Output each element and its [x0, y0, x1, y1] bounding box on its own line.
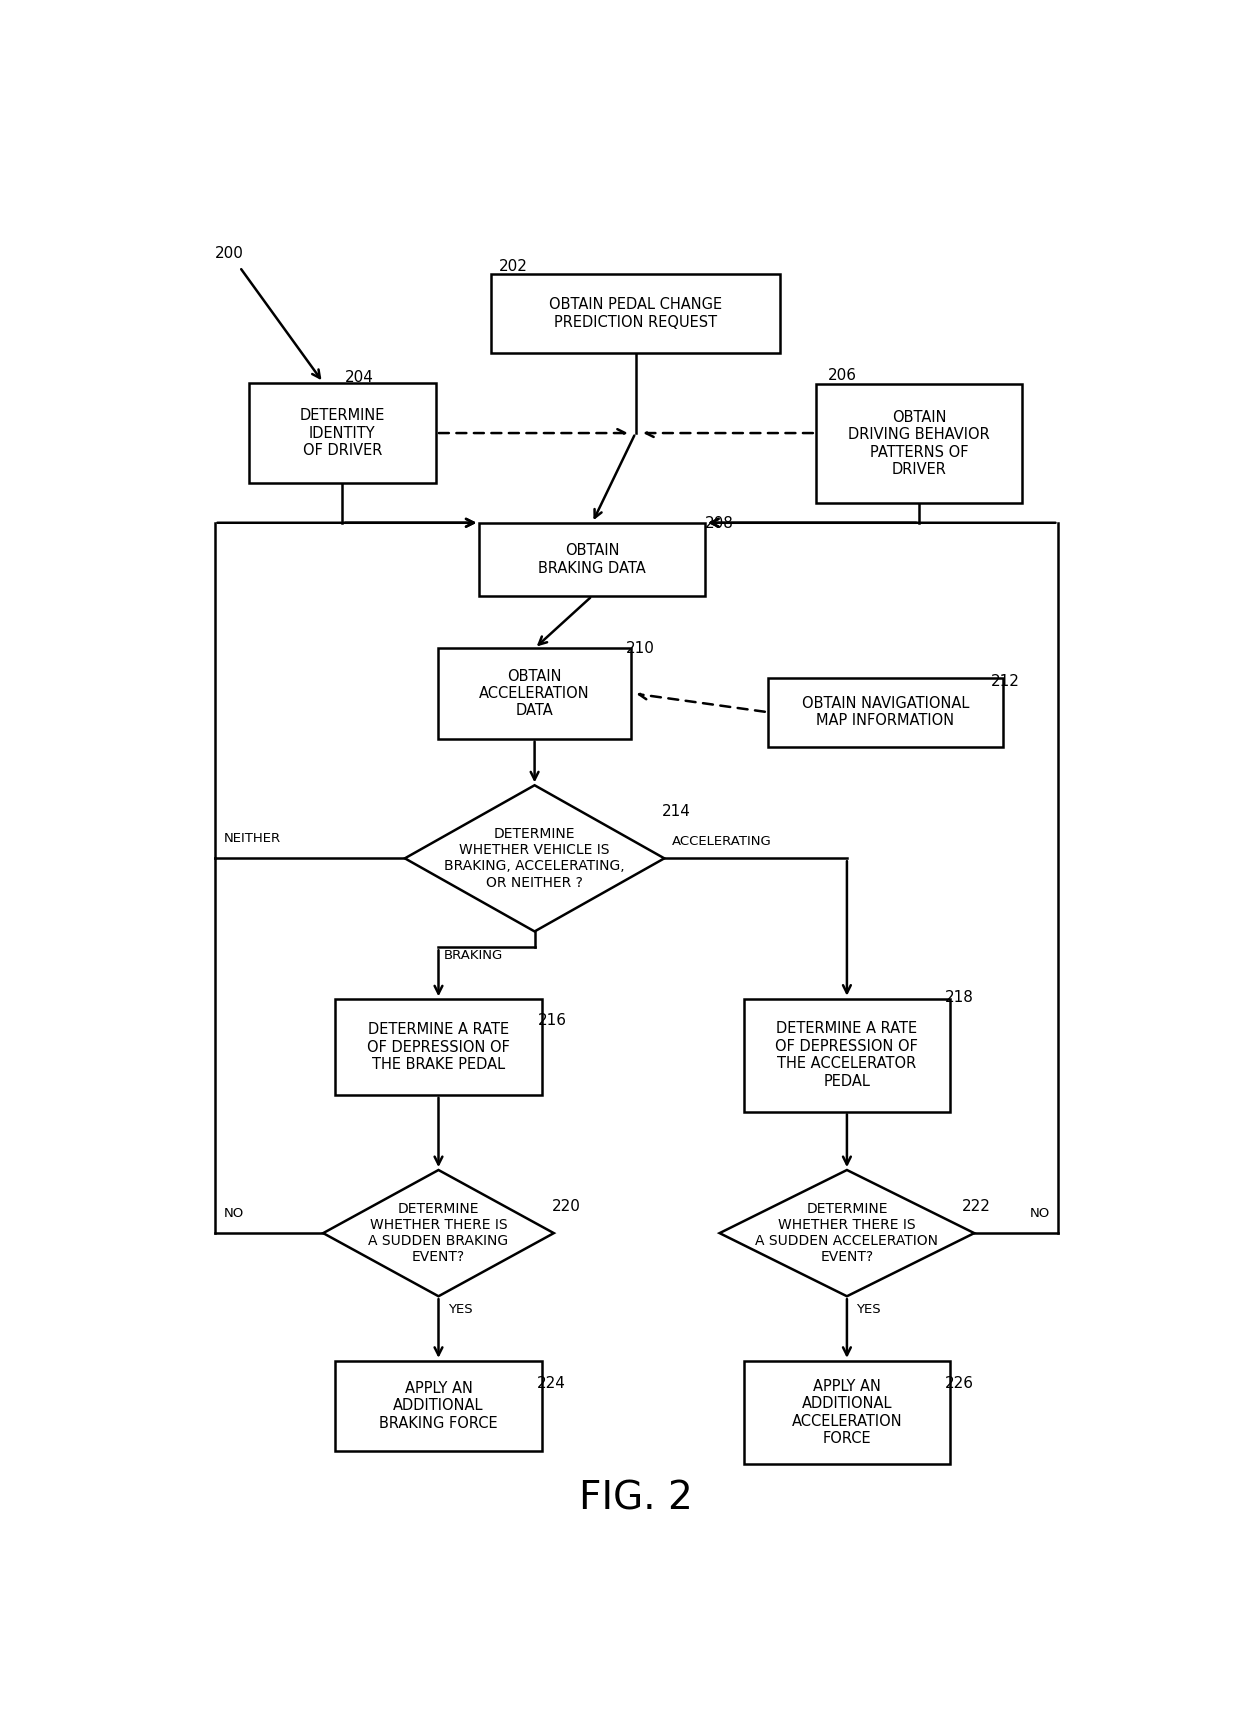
Text: 212: 212	[991, 675, 1021, 689]
Text: DETERMINE A RATE
OF DEPRESSION OF
THE BRAKE PEDAL: DETERMINE A RATE OF DEPRESSION OF THE BR…	[367, 1022, 510, 1072]
Text: NEITHER: NEITHER	[224, 832, 281, 846]
Text: FIG. 2: FIG. 2	[579, 1479, 692, 1517]
Text: OBTAIN PEDAL CHANGE
PREDICTION REQUEST: OBTAIN PEDAL CHANGE PREDICTION REQUEST	[549, 297, 722, 330]
Text: DETERMINE
IDENTITY
OF DRIVER: DETERMINE IDENTITY OF DRIVER	[300, 407, 386, 457]
Text: APPLY AN
ADDITIONAL
BRAKING FORCE: APPLY AN ADDITIONAL BRAKING FORCE	[379, 1381, 497, 1431]
Text: 202: 202	[498, 259, 528, 274]
Text: NO: NO	[1029, 1206, 1050, 1220]
Text: BRAKING: BRAKING	[444, 949, 502, 961]
Polygon shape	[404, 785, 665, 932]
FancyBboxPatch shape	[744, 1360, 950, 1464]
Text: 220: 220	[552, 1200, 580, 1213]
Text: 208: 208	[704, 516, 734, 532]
Text: OBTAIN NAVIGATIONAL
MAP INFORMATION: OBTAIN NAVIGATIONAL MAP INFORMATION	[802, 696, 968, 728]
Text: 216: 216	[537, 1013, 567, 1029]
Text: OBTAIN
ACCELERATION
DATA: OBTAIN ACCELERATION DATA	[480, 668, 590, 718]
Text: DETERMINE A RATE
OF DEPRESSION OF
THE ACCELERATOR
PEDAL: DETERMINE A RATE OF DEPRESSION OF THE AC…	[775, 1022, 919, 1089]
Text: DETERMINE
WHETHER THERE IS
A SUDDEN ACCELERATION
EVENT?: DETERMINE WHETHER THERE IS A SUDDEN ACCE…	[755, 1201, 939, 1265]
Text: 214: 214	[661, 804, 691, 820]
Text: APPLY AN
ADDITIONAL
ACCELERATION
FORCE: APPLY AN ADDITIONAL ACCELERATION FORCE	[791, 1379, 903, 1446]
FancyBboxPatch shape	[335, 1360, 542, 1452]
Text: DETERMINE
WHETHER VEHICLE IS
BRAKING, ACCELERATING,
OR NEITHER ?: DETERMINE WHETHER VEHICLE IS BRAKING, AC…	[444, 827, 625, 889]
Text: OBTAIN
BRAKING DATA: OBTAIN BRAKING DATA	[538, 544, 646, 575]
FancyBboxPatch shape	[249, 383, 436, 483]
Text: 206: 206	[828, 368, 857, 383]
Text: 226: 226	[945, 1376, 973, 1391]
Text: 200: 200	[215, 247, 243, 261]
Text: 224: 224	[537, 1376, 565, 1391]
Text: ACCELERATING: ACCELERATING	[672, 835, 771, 847]
Text: 204: 204	[345, 369, 374, 385]
Text: NO: NO	[224, 1206, 244, 1220]
Text: DETERMINE
WHETHER THERE IS
A SUDDEN BRAKING
EVENT?: DETERMINE WHETHER THERE IS A SUDDEN BRAK…	[368, 1201, 508, 1265]
FancyBboxPatch shape	[491, 274, 780, 354]
Text: OBTAIN
DRIVING BEHAVIOR
PATTERNS OF
DRIVER: OBTAIN DRIVING BEHAVIOR PATTERNS OF DRIV…	[848, 411, 990, 478]
Polygon shape	[719, 1170, 975, 1296]
Text: 210: 210	[626, 640, 655, 656]
FancyBboxPatch shape	[439, 649, 631, 739]
Polygon shape	[324, 1170, 554, 1296]
Text: YES: YES	[448, 1303, 472, 1315]
FancyBboxPatch shape	[335, 999, 542, 1094]
FancyBboxPatch shape	[768, 678, 1003, 747]
Text: 222: 222	[962, 1200, 991, 1213]
FancyBboxPatch shape	[480, 523, 706, 595]
Text: YES: YES	[857, 1303, 882, 1315]
FancyBboxPatch shape	[744, 999, 950, 1112]
FancyBboxPatch shape	[816, 383, 1022, 504]
Text: 218: 218	[945, 991, 973, 1005]
